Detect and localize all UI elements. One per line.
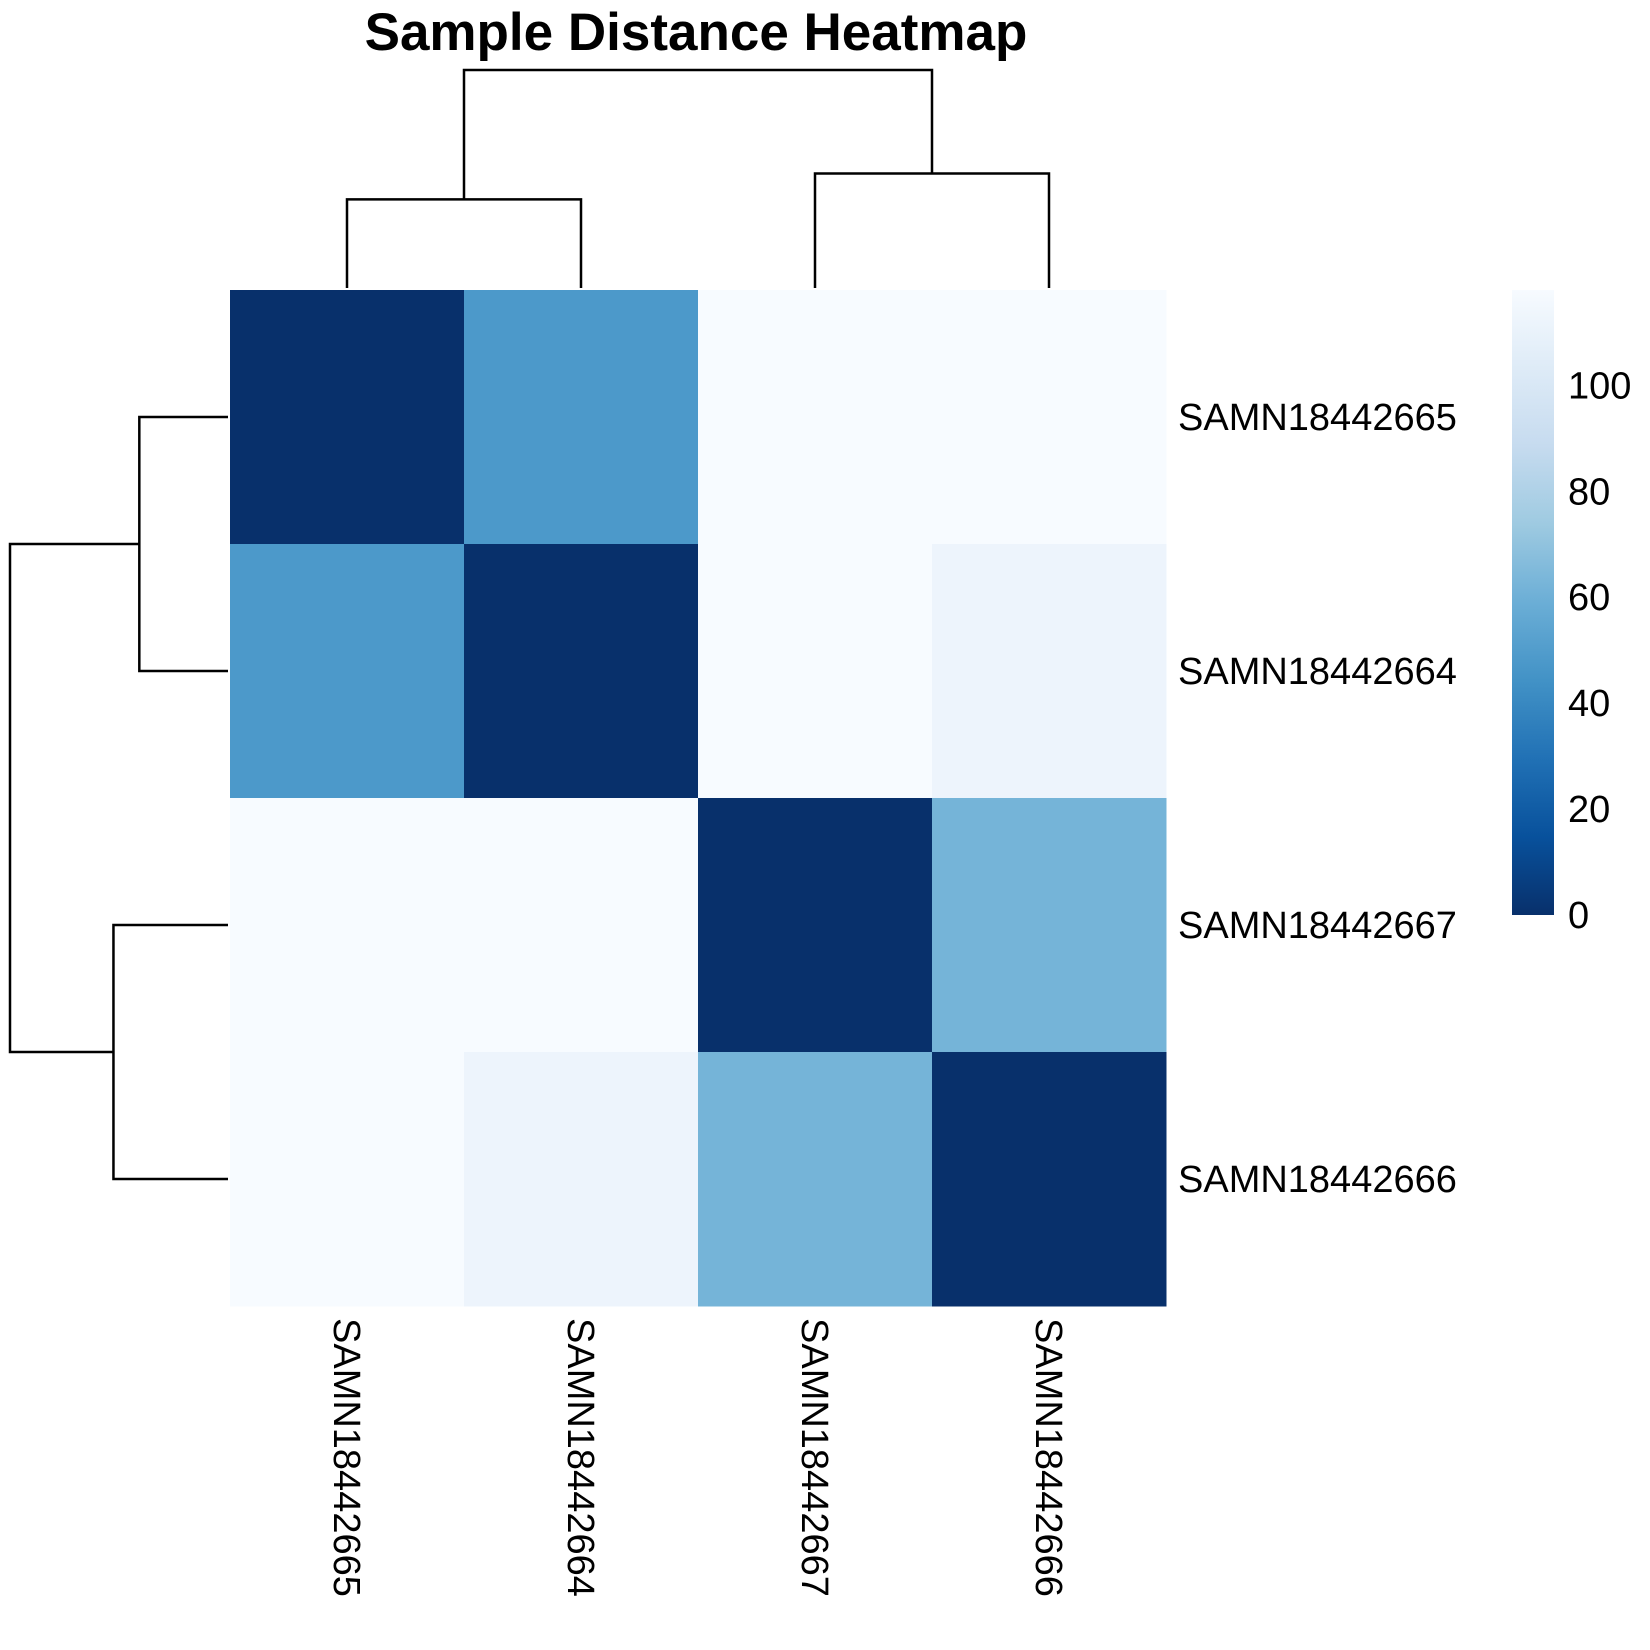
column-label: SAMN18442665 [325, 1318, 367, 1597]
heatmap-cell [698, 544, 933, 799]
row-dendrogram-branch [8, 542, 140, 1054]
heatmap-cell [932, 798, 1167, 1053]
heatmap-cell [932, 290, 1167, 545]
heatmap-cells [230, 290, 1167, 1307]
heatmap-cell [230, 798, 465, 1053]
legend-tick-label: 0 [1568, 895, 1589, 937]
heatmap-cell [932, 1052, 1167, 1307]
column-dendrogram-branch [462, 68, 934, 200]
heatmap-cell [464, 290, 699, 545]
column-dendrogram-branch [813, 172, 1051, 288]
heatmap-cell [230, 1052, 465, 1307]
row-dendrogram-branch [138, 415, 228, 673]
row-label: SAMN18442667 [1178, 905, 1457, 947]
column-dendrogram-branch [345, 198, 583, 288]
column-label: SAMN18442666 [1027, 1318, 1069, 1597]
heatmap-cell [464, 1052, 699, 1307]
row-label: SAMN18442665 [1178, 397, 1457, 439]
heatmap-cell [698, 290, 933, 545]
column-labels: SAMN18442665 SAMN18442664 SAMN18442667 SAMN… [325, 1318, 1069, 1597]
column-label: SAMN18442667 [793, 1318, 835, 1597]
legend-tick-label: 80 [1568, 471, 1610, 513]
heatmap-cell [230, 290, 465, 545]
heatmap-cell [230, 544, 465, 799]
color-legend-bar [1512, 290, 1554, 915]
column-label: SAMN18442664 [559, 1318, 601, 1597]
column-dendrogram [345, 68, 1051, 288]
heatmap-cell [464, 798, 699, 1053]
row-label: SAMN18442666 [1178, 1159, 1457, 1201]
row-dendrogram-branch [112, 923, 228, 1181]
legend-tick-label: 40 [1568, 683, 1610, 725]
heatmap-cell [464, 544, 699, 799]
legend-tick-label: 20 [1568, 789, 1610, 831]
legend-tick-label: 60 [1568, 577, 1610, 619]
chart-title: Sample Distance Heatmap [365, 3, 1028, 62]
heatmap-cell [698, 798, 933, 1053]
heatmap-cell [698, 1052, 933, 1307]
row-labels: SAMN18442665 SAMN18442664 SAMN18442667 SAMN… [1178, 397, 1457, 1201]
color-legend: 0 20 40 60 80 100 [1512, 290, 1631, 937]
color-legend-ticks: 0 20 40 60 80 100 [1568, 365, 1631, 937]
legend-tick-label: 100 [1568, 365, 1631, 407]
row-dendrogram [8, 415, 228, 1181]
heatmap-cell [932, 544, 1167, 799]
row-label: SAMN18442664 [1178, 651, 1457, 693]
